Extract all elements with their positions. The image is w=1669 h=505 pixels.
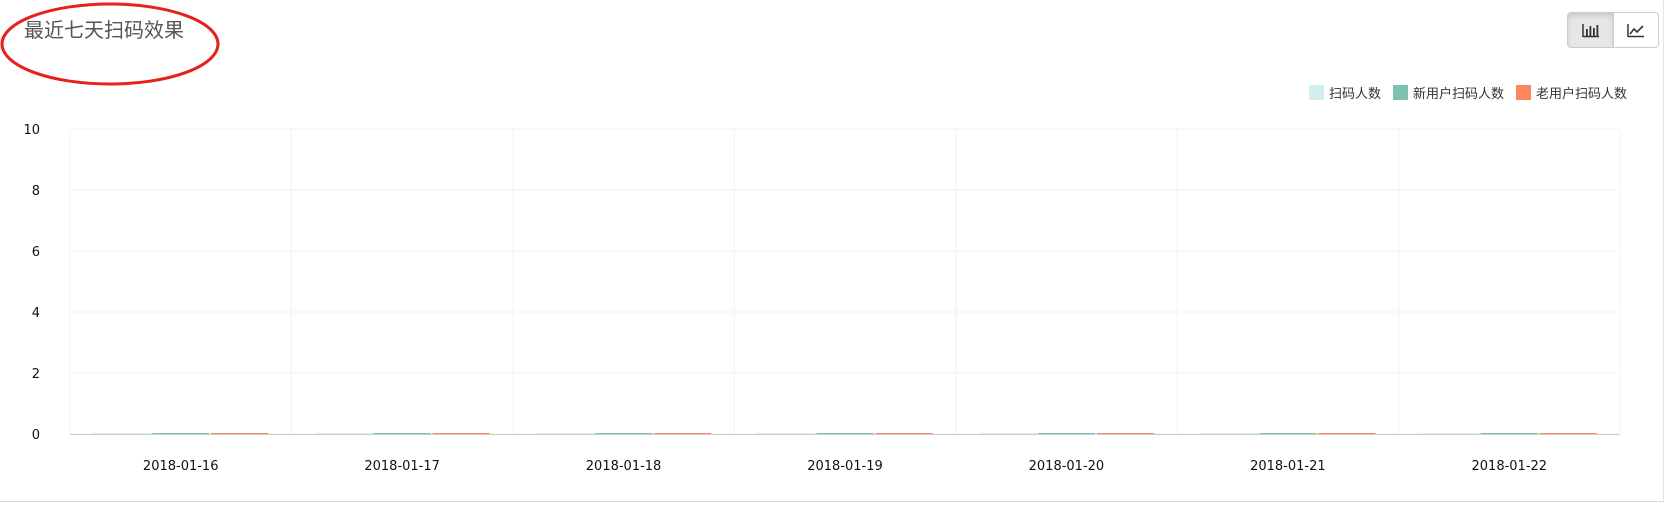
bar: [816, 433, 874, 434]
bar: [654, 433, 712, 434]
chart-legend: 扫码人数 新用户扫码人数 老用户扫码人数: [1297, 83, 1627, 102]
bar: [757, 433, 815, 434]
x-tick-label: 2018-01-21: [1250, 459, 1326, 474]
legend-label-scan-users: 扫码人数: [1328, 87, 1381, 102]
bar: [432, 433, 490, 434]
x-tick-label: 2018-01-22: [1472, 459, 1548, 474]
line-chart-icon: [1627, 24, 1644, 38]
legend-label-new-users: 新用户扫码人数: [1412, 87, 1504, 102]
legend-swatch-old-users: [1515, 85, 1531, 100]
bar: [1480, 433, 1538, 434]
bar: [875, 433, 933, 434]
bar: [1259, 433, 1317, 434]
y-tick-label: 2: [32, 367, 40, 382]
y-tick-label: 6: [32, 245, 40, 260]
bar: [1096, 433, 1154, 434]
bar: [595, 433, 653, 434]
bar: [1318, 433, 1376, 434]
y-tick-label: 8: [32, 184, 40, 199]
bar: [152, 433, 210, 434]
bar: [978, 433, 1036, 434]
bar: [211, 433, 269, 434]
bar: [1037, 433, 1095, 434]
bar-chart-icon: [1581, 24, 1599, 38]
legend-label-old-users: 老用户扫码人数: [1535, 87, 1627, 102]
bar-chart-button[interactable]: [1568, 13, 1613, 47]
bar: [314, 433, 372, 434]
y-tick-label: 4: [32, 306, 40, 321]
bar: [1421, 433, 1479, 434]
legend-item-old-users[interactable]: 老用户扫码人数: [1515, 83, 1627, 102]
legend-item-new-users[interactable]: 新用户扫码人数: [1392, 83, 1504, 102]
y-tick-label: 0: [32, 428, 40, 443]
bar: [1539, 433, 1597, 434]
legend-swatch-scan-users: [1308, 85, 1324, 100]
bar: [536, 433, 594, 434]
x-tick-label: 2018-01-19: [807, 459, 883, 474]
y-tick-label: 10: [23, 123, 40, 138]
bar: [373, 433, 431, 434]
line-chart-button[interactable]: [1613, 13, 1658, 47]
x-tick-label: 2018-01-16: [143, 459, 219, 474]
x-tick-label: 2018-01-20: [1029, 459, 1105, 474]
chart-type-toggle: [1567, 12, 1659, 48]
x-tick-label: 2018-01-18: [586, 459, 662, 474]
legend-swatch-new-users: [1392, 85, 1408, 100]
bar: [93, 433, 151, 434]
x-tick-label: 2018-01-17: [364, 459, 440, 474]
legend-item-scan-users[interactable]: 扫码人数: [1308, 83, 1381, 102]
bar: [1200, 433, 1258, 434]
